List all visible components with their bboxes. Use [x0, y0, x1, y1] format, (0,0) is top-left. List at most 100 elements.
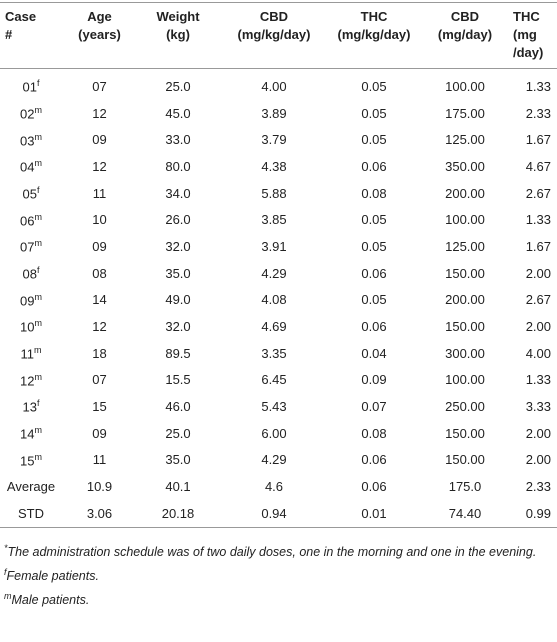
footnotes: *The administration schedule was of two … — [0, 528, 557, 610]
cell: 14 — [92, 292, 107, 308]
column-header: CBD (mg/day) — [419, 2, 511, 69]
cell: 5.43 — [261, 399, 287, 415]
cell: 200.00 — [445, 185, 485, 201]
cell: STD — [18, 505, 44, 521]
cell: 0.05 — [361, 238, 387, 254]
cell: 35.0 — [165, 265, 191, 281]
cell: 2.33 — [525, 105, 551, 121]
cell: 2.67 — [525, 185, 551, 201]
cell: 4.00 — [525, 345, 551, 361]
cell: 1.67 — [525, 238, 551, 254]
table-row: 01f 07 25.0 4.00 0.05 100.00 1.33 — [0, 69, 557, 100]
cell: 11 — [92, 452, 107, 468]
table-row: 08f 08 35.0 4.29 0.06 150.00 2.00 — [0, 260, 557, 287]
cell: 26.0 — [165, 212, 191, 228]
cell: 0.05 — [361, 132, 387, 148]
case-id: 03 — [20, 132, 35, 148]
cell: 250.00 — [445, 399, 485, 415]
cell: 3.06 — [86, 505, 113, 521]
cell: 13f — [0, 393, 62, 420]
table-row: 10m 12 32.0 4.69 0.06 150.00 2.00 — [0, 313, 557, 340]
cell: 0.09 — [361, 372, 387, 388]
cell: 4.29 — [261, 265, 287, 281]
column-header: Case # — [0, 2, 62, 69]
cell: 125.00 — [445, 132, 485, 148]
cell: 125.00 — [445, 238, 485, 254]
cell: 150.00 — [445, 265, 485, 281]
case-sex: m — [34, 158, 42, 169]
cell: 12 — [92, 105, 107, 121]
case-id: 11 — [20, 346, 35, 362]
cell: 2.33 — [525, 479, 551, 495]
cell: 0.05 — [361, 105, 387, 121]
cell: 0.08 — [361, 425, 387, 441]
cell: 06m — [0, 206, 62, 233]
footnote: *The administration schedule was of two … — [4, 538, 553, 562]
cell: 12m — [0, 367, 62, 394]
table-row: 07m 09 32.0 3.91 0.05 125.00 1.67 — [0, 233, 557, 260]
case-sex: m — [34, 291, 42, 302]
case-sex: m — [34, 425, 42, 436]
case-id: 14 — [20, 426, 35, 442]
cell: 200.00 — [445, 292, 485, 308]
footnote-mark: f — [4, 566, 7, 577]
cell: 0.04 — [361, 345, 387, 361]
case-id: 10 — [20, 319, 35, 335]
column-header: CBD (mg/kg/day) — [219, 2, 329, 69]
cell: 08 — [92, 265, 107, 281]
cell: 6.00 — [261, 425, 287, 441]
cell: 11 — [92, 185, 107, 201]
cell: 100.00 — [445, 372, 485, 388]
table-row: 04m 12 80.0 4.38 0.06 350.00 4.67 — [0, 153, 557, 180]
footnote-text: The administration schedule was of two d… — [7, 544, 537, 559]
header-line: (mg/kg/day) — [237, 27, 311, 42]
case-id: 02 — [20, 106, 35, 122]
cell: 49.0 — [165, 292, 191, 308]
cell: 09 — [92, 425, 107, 441]
cell: 6.45 — [261, 372, 287, 388]
column-header: Age (years) — [62, 2, 137, 69]
cell: 0.01 — [361, 505, 387, 521]
cell: 02m — [0, 100, 62, 127]
table-row: Average 10.9 40.1 4.6 0.06 175.0 2.33 — [0, 473, 557, 500]
table-row: 09m 14 49.0 4.08 0.05 200.00 2.67 — [0, 287, 557, 314]
cell: 4.08 — [261, 292, 287, 308]
cell: 15m — [0, 447, 62, 474]
header-line: CBD — [450, 9, 480, 24]
table-row: 03m 09 33.0 3.79 0.05 125.00 1.67 — [0, 126, 557, 153]
cell: 350.00 — [445, 158, 485, 174]
case-id: 06 — [20, 212, 35, 228]
footnote-text: Female patients. — [6, 569, 99, 583]
cell: 09 — [92, 132, 107, 148]
cell: 300.00 — [445, 345, 485, 361]
header-line: THC — [513, 9, 540, 24]
cell: 2.00 — [525, 452, 551, 468]
cell: 3.91 — [261, 238, 287, 254]
cell: 100.00 — [445, 212, 485, 228]
cell: 10m — [0, 313, 62, 340]
footnote-text: Male patients. — [11, 593, 90, 608]
cell: 0.06 — [361, 452, 387, 468]
cell: 03m — [0, 126, 62, 153]
cell: 0.05 — [361, 212, 387, 228]
column-header: THC (mg/day) — [511, 2, 557, 69]
cell: 14m — [0, 420, 62, 447]
cell: 2.00 — [525, 425, 551, 441]
cell: 3.89 — [261, 105, 287, 121]
case-sex: m — [34, 238, 42, 249]
cell: 07 — [92, 78, 107, 94]
case-sex: m — [34, 318, 42, 329]
table-header: Case # Age (years) Weight (kg) CBD (mg/kg/day) T… — [0, 2, 557, 69]
cell: 2.00 — [525, 319, 551, 335]
cell: 0.06 — [361, 479, 387, 495]
table-row: 06m 10 26.0 3.85 0.05 100.00 1.33 — [0, 206, 557, 233]
header-line: Case — [5, 9, 37, 24]
cell: 10.9 — [86, 479, 113, 495]
cell: 4.38 — [261, 158, 287, 174]
case-sex: m — [34, 211, 42, 222]
header-line: (kg) — [166, 27, 190, 42]
cell: 12 — [92, 158, 107, 174]
cell: 150.00 — [445, 425, 485, 441]
cell: 08f — [0, 260, 62, 287]
cell: 10 — [92, 212, 107, 228]
